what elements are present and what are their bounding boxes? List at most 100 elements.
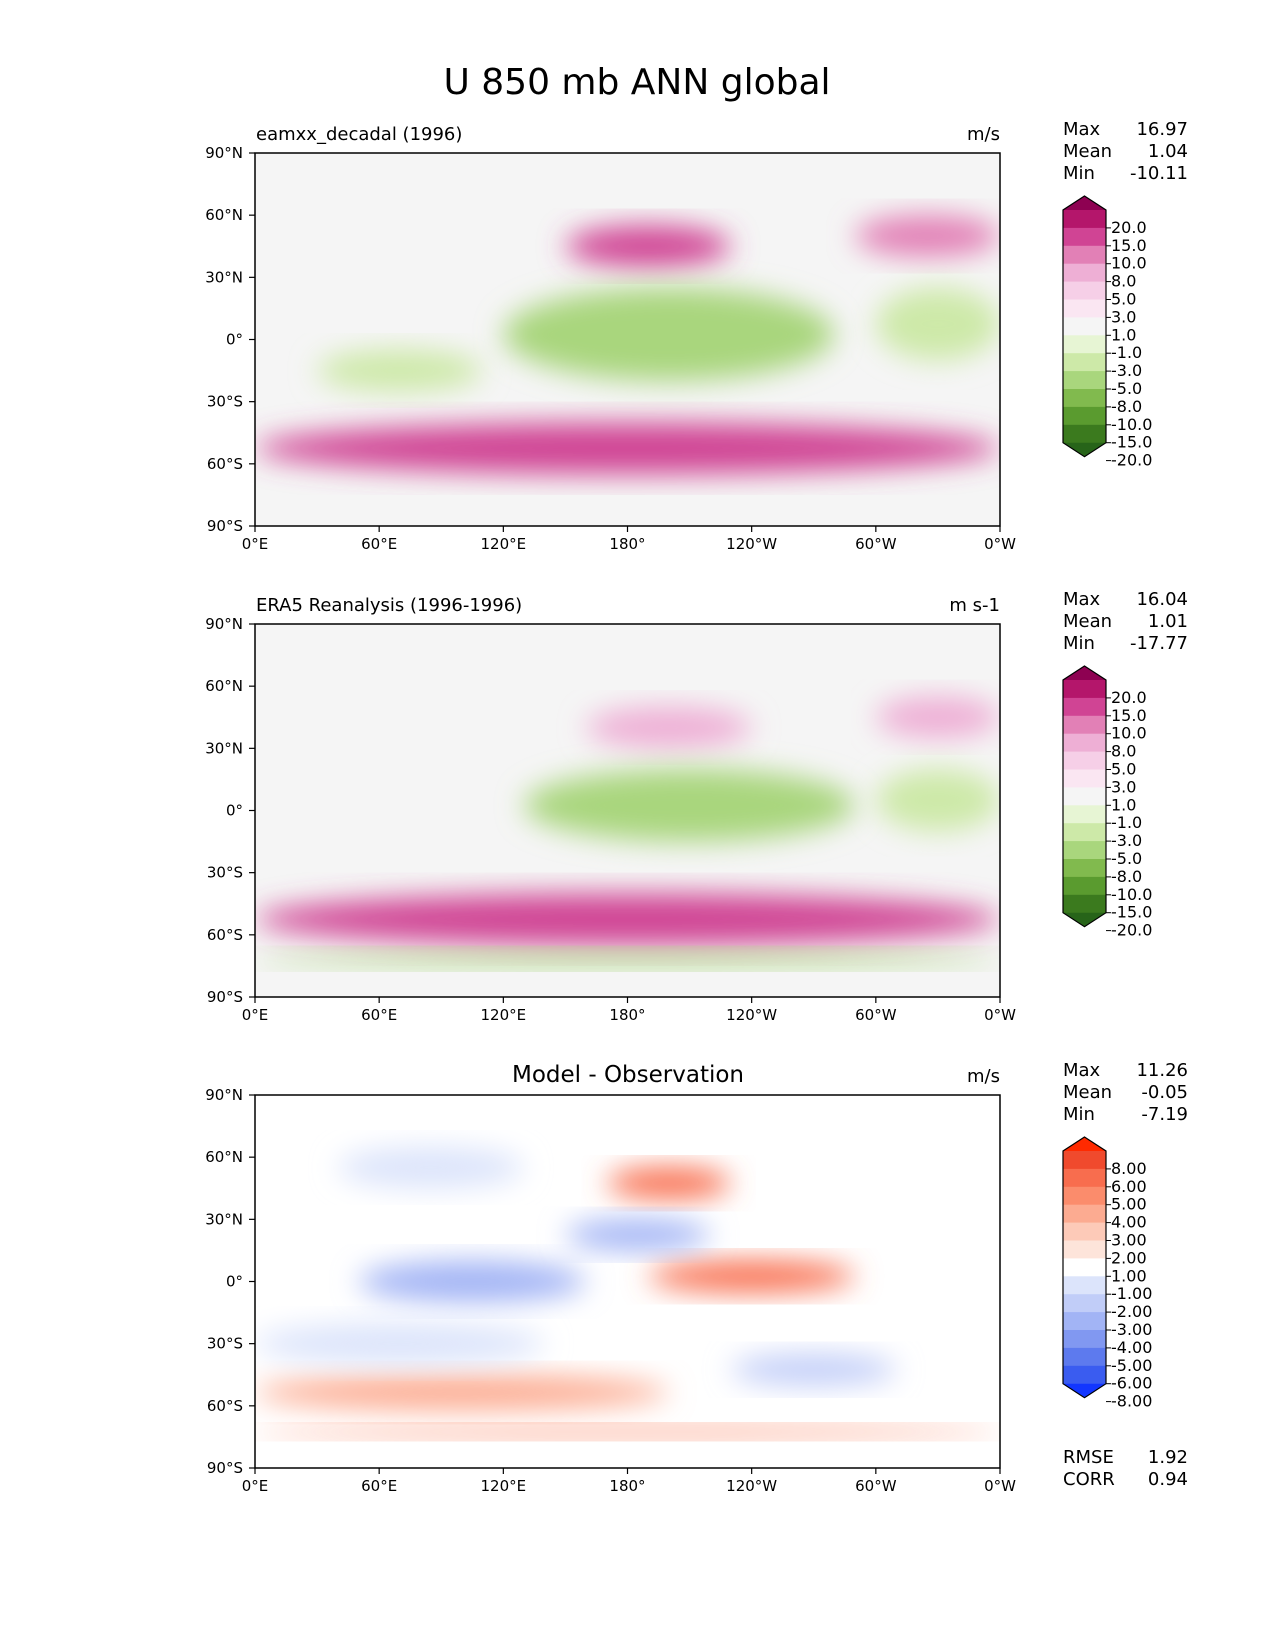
x-tick-label: 120°E [481, 535, 527, 553]
colorbar-label: -1.00 [1111, 1284, 1152, 1303]
colorbar-label: -10.0 [1111, 415, 1152, 434]
colorbar-bin [1063, 1168, 1106, 1188]
colorbar-bin [1063, 1330, 1106, 1349]
obs-stat-min-value: -17.77 [1130, 633, 1188, 654]
panel-diff: 0°E 60°E 120°E 180° 120°W 60°W 0°W 90°N 60°N 30°… [205, 1060, 1188, 1495]
x-tick-label: 120°E [481, 1477, 527, 1495]
colorbar-label: -2.00 [1111, 1302, 1152, 1321]
y-tick-label: 60°N [205, 1148, 243, 1166]
obs-stat-max-label: Max [1063, 589, 1101, 610]
colorbar-bin [1063, 894, 1106, 914]
figure-title: U 850 mb ANN global [443, 62, 830, 103]
colorbar-bin [1063, 245, 1106, 265]
diff-stat-max-label: Max [1063, 1060, 1101, 1081]
colorbar-bin [1063, 1294, 1106, 1313]
field-indian-ocean-trades [317, 349, 483, 392]
y-tick-label: 60°S [207, 926, 243, 944]
colorbar-label: -3.0 [1111, 831, 1142, 850]
model-stat-max-value: 16.97 [1136, 119, 1188, 140]
colorbar-label: 1.0 [1111, 795, 1136, 814]
colorbar-bin [1063, 317, 1106, 336]
colorbar-bin [1063, 1204, 1106, 1224]
model-stat-mean-label: Mean [1063, 141, 1112, 162]
colorbar-outline [1062, 1136, 1107, 1399]
colorbar-bin [1063, 733, 1106, 753]
colorbar-label: -6.00 [1111, 1374, 1152, 1393]
diff-colorbar: 8.006.005.004.003.002.001.00-1.00-2.00-3… [1062, 1136, 1152, 1411]
colorbar-bin [1063, 406, 1106, 426]
colorbar-label: 4.00 [1111, 1213, 1147, 1232]
x-tick-label: 60°W [855, 1477, 897, 1495]
colorbar-label: 5.0 [1111, 290, 1136, 309]
colorbar-label: -10.0 [1111, 885, 1152, 904]
colorbar-bin [1063, 859, 1106, 878]
diff-y-axis: 90°N 60°N 30°N 0° 30°S 60°S 90°S [205, 1086, 255, 1477]
x-tick-label: 60°E [361, 1006, 397, 1024]
colorbar-bin [1063, 1312, 1106, 1331]
colorbar-label: 1.00 [1111, 1266, 1147, 1285]
model-map-field [255, 153, 1000, 526]
obs-stat-mean-label: Mean [1063, 611, 1112, 632]
field-southern-westerly-jet [255, 893, 1000, 946]
obs-units: m s-1 [949, 595, 1000, 616]
field-south-indian-negative [255, 1322, 545, 1365]
colorbar-bin [1063, 680, 1106, 699]
model-stat-min-value: -10.11 [1130, 163, 1188, 184]
diff-rmse-value: 1.92 [1148, 1447, 1188, 1468]
diff-x-axis: 0°E 60°E 120°E 180° 120°W 60°W 0°W [242, 1468, 1016, 1495]
model-x-axis: 0°E 60°E 120°E 180° 120°W 60°W 0°W [242, 526, 1016, 553]
colorbar-bin [1063, 751, 1106, 770]
colorbar-label: -15.0 [1111, 903, 1152, 922]
colorbar-bin [1063, 841, 1106, 860]
colorbar-label: 20.0 [1111, 688, 1147, 707]
panel-obs: 0°E 60°E 120°E 180° 120°W 60°W 0°W 90°N 60°N 30°… [205, 589, 1188, 1024]
colorbar-label: -8.0 [1111, 867, 1142, 886]
model-stat-mean-value: 1.04 [1148, 141, 1188, 162]
x-tick-label: 0°E [242, 1006, 269, 1024]
y-tick-label: 30°S [207, 393, 243, 411]
colorbar-bin [1063, 335, 1106, 354]
colorbar-label: 15.0 [1111, 236, 1147, 255]
colorbar-label: 3.0 [1111, 307, 1136, 326]
colorbar-label: -20.0 [1111, 921, 1152, 940]
colorbar-label: -3.0 [1111, 361, 1142, 380]
colorbar-bin [1063, 1365, 1106, 1385]
colorbar-label: -5.0 [1111, 379, 1142, 398]
colorbar-label: -5.00 [1111, 1356, 1152, 1375]
x-tick-label: 0°E [242, 535, 269, 553]
field-north-atlantic-jet [855, 215, 1000, 257]
y-tick-label: 30°N [205, 739, 243, 757]
obs-colorbar: 20.015.010.08.05.03.01.0-1.0-3.0-5.0-8.0… [1062, 665, 1152, 940]
obs-stat-max-value: 16.04 [1136, 589, 1188, 610]
colorbar-bin [1063, 299, 1106, 318]
y-tick-label: 90°S [207, 517, 243, 535]
model-stats: Max 16.97 Mean 1.04 Min -10.11 [1063, 119, 1188, 184]
colorbar-label: 5.0 [1111, 760, 1136, 779]
y-tick-label: 30°S [207, 1335, 243, 1353]
field-atlantic-trades [875, 287, 1000, 361]
y-tick-label: 30°S [207, 864, 243, 882]
y-tick-label: 30°N [205, 268, 243, 286]
colorbar-extend-max [1063, 1137, 1106, 1151]
colorbar-bin [1063, 823, 1106, 842]
y-tick-label: 0° [226, 802, 243, 820]
colorbar-label: 1.0 [1111, 325, 1136, 344]
colorbar-bin [1063, 1276, 1106, 1295]
colorbar-label: 10.0 [1111, 724, 1147, 743]
obs-left-title: ERA5 Reanalysis (1996-1996) [256, 595, 522, 616]
colorbar-bin [1063, 227, 1106, 247]
x-tick-label: 60°E [361, 535, 397, 553]
obs-stats: Max 16.04 Mean 1.01 Min -17.77 [1063, 589, 1188, 654]
model-stat-min-label: Min [1063, 163, 1095, 184]
colorbar-label: 20.0 [1111, 218, 1147, 237]
y-tick-label: 90°N [205, 144, 243, 162]
colorbar-label: -15.0 [1111, 433, 1152, 452]
x-tick-label: 180° [609, 535, 645, 553]
colorbar-extend-min [1063, 912, 1106, 927]
colorbar-label: -5.0 [1111, 849, 1142, 868]
x-tick-label: 180° [609, 1477, 645, 1495]
x-tick-label: 0°E [242, 1477, 269, 1495]
field-south-pacific-negative [730, 1354, 897, 1386]
colorbar-label: 2.00 [1111, 1248, 1147, 1267]
colorbar-label: -1.0 [1111, 813, 1142, 832]
